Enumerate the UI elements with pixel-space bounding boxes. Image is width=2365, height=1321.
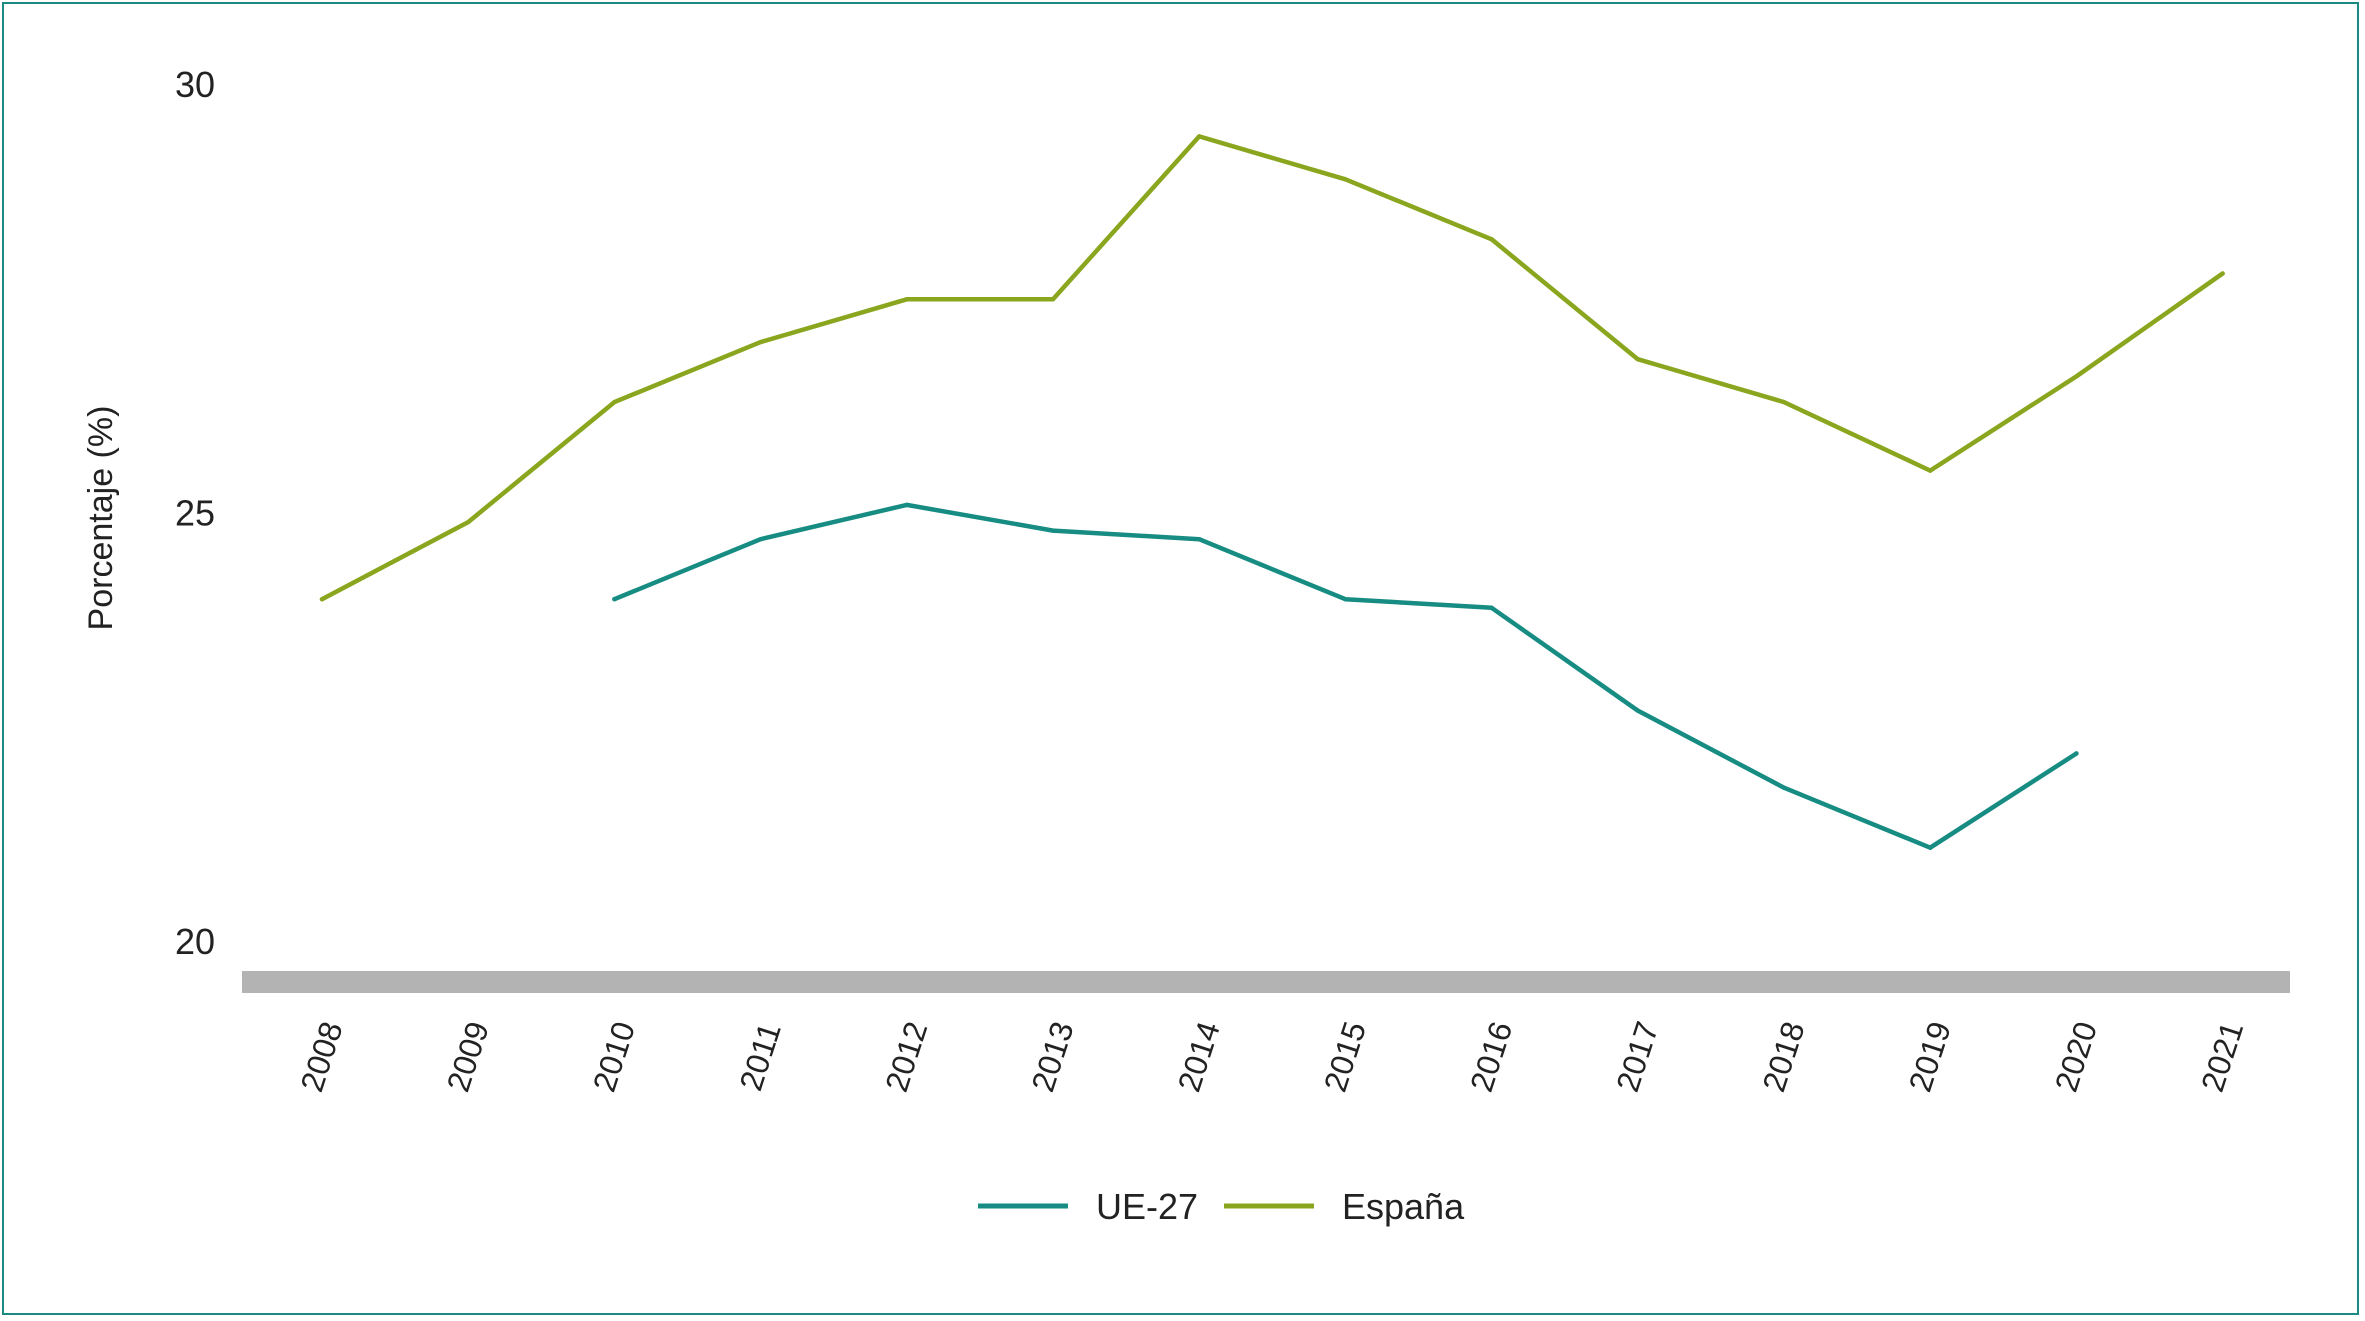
series-line-ue27 <box>612 502 2079 850</box>
y-tick-label: 30 <box>175 64 215 105</box>
data-point <box>2074 751 2079 756</box>
data-point <box>319 597 325 602</box>
data-point <box>1489 605 1494 610</box>
data-point <box>758 339 763 345</box>
data-point <box>904 502 909 508</box>
data-point <box>1197 537 1202 542</box>
x-tick-label: 2010 <box>586 1017 642 1096</box>
data-point <box>1050 528 1056 533</box>
x-tick-label: 2018 <box>1755 1017 1811 1096</box>
x-tick-label: 2020 <box>2048 1017 2104 1096</box>
data-point <box>2074 374 2079 379</box>
x-tick-label: 2015 <box>1317 1017 1373 1096</box>
data-point <box>612 399 617 405</box>
data-point <box>1489 237 1494 242</box>
data-point <box>1635 357 1641 362</box>
x-tick-label: 2013 <box>1024 1017 1080 1096</box>
x-tick-label: 2019 <box>1902 1017 1958 1096</box>
x-tick-label: 2011 <box>732 1018 788 1095</box>
y-tick-label: 25 <box>175 493 215 534</box>
data-point <box>1343 177 1348 182</box>
data-point <box>2220 271 2225 276</box>
x-axis-ticks: 2008 2009 2010 2011 2012 2013 2014 2015 2016 2017… <box>293 1017 2250 1096</box>
y-tick-label: 20 <box>175 921 215 962</box>
x-tick-label: 2016 <box>1463 1017 1519 1096</box>
data-point <box>1928 468 1933 473</box>
series-line-espana <box>319 134 2225 602</box>
data-point <box>1781 785 1787 790</box>
y-axis-ticks: 20 25 30 <box>175 64 215 962</box>
data-point <box>1050 297 1056 302</box>
x-tick-label: 2009 <box>440 1017 496 1096</box>
data-point <box>1928 845 1933 850</box>
series-lines <box>319 134 2225 850</box>
legend-label: UE-27 <box>1096 1186 1198 1227</box>
x-tick-label: 2012 <box>878 1017 934 1096</box>
data-point <box>1781 399 1787 405</box>
x-tick-label: 2008 <box>293 1017 349 1096</box>
y-axis-title: Porcentaje (%) <box>82 406 120 631</box>
data-point <box>904 297 909 302</box>
data-point <box>1343 597 1348 602</box>
data-point <box>1197 134 1202 139</box>
x-tick-label: 2017 <box>1609 1017 1665 1096</box>
data-point <box>466 519 471 525</box>
baseline-bar <box>242 971 2290 993</box>
data-point <box>612 597 617 602</box>
data-point <box>758 537 763 542</box>
legend: UE-27 España <box>978 1186 1465 1227</box>
data-point <box>1635 708 1641 713</box>
legend-label: España <box>1342 1186 1465 1227</box>
x-tick-label: 2014 <box>1171 1017 1227 1096</box>
x-tick-label: 2021 <box>2194 1017 2250 1096</box>
